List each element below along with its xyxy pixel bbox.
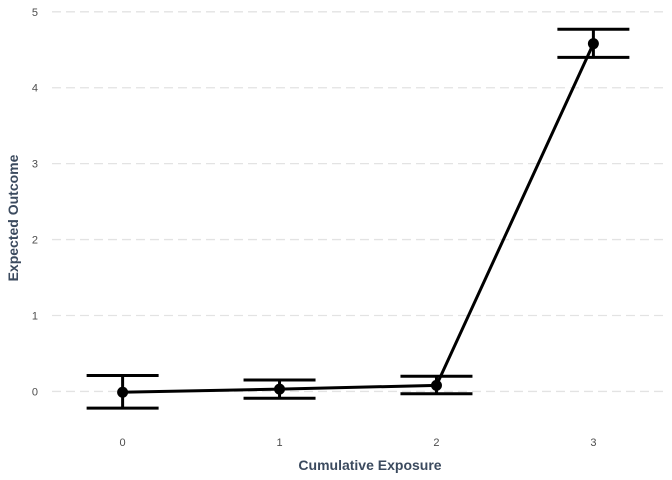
data-points — [117, 38, 599, 398]
error-bars — [86, 27, 630, 410]
data-point — [117, 386, 129, 398]
x-tick-label: 3 — [590, 437, 596, 449]
y-tick-label: 3 — [32, 159, 38, 171]
x-tick-label: 1 — [276, 437, 282, 449]
series-line — [122, 43, 595, 394]
y-tick-label: 0 — [32, 386, 38, 398]
y-tick-label: 2 — [32, 235, 38, 247]
x-axis-title: Cumulative Exposure — [298, 457, 441, 473]
y-axis-title: Expected Outcome — [5, 154, 21, 281]
y-tick-label: 5 — [32, 7, 38, 19]
data-point — [587, 38, 599, 50]
y-tick-label: 4 — [32, 83, 38, 95]
x-tick-label: 0 — [120, 437, 126, 449]
x-axis-ticks: 0 1 2 3 — [120, 437, 597, 449]
data-point — [430, 379, 442, 391]
data-point — [274, 383, 286, 395]
y-tick-label: 1 — [32, 311, 38, 323]
x-tick-label: 2 — [433, 437, 439, 449]
grid — [52, 11, 664, 393]
y-axis-ticks: 0 1 2 3 4 5 — [32, 7, 38, 399]
